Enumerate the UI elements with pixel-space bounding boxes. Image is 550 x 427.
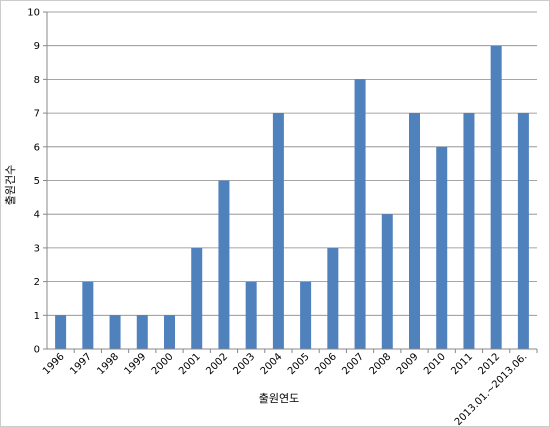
y-tick-label: 1 (34, 311, 40, 322)
y-tick-label: 5 (34, 176, 40, 187)
x-axis-title: 출원연도 (259, 392, 299, 405)
bar-10 (327, 247, 339, 349)
y-tick-label: 6 (34, 142, 40, 153)
y-tick-label: 9 (34, 41, 40, 52)
y-tick-label: 8 (34, 75, 40, 86)
bar-0 (55, 315, 67, 349)
gridlines (47, 11, 537, 316)
bar-8 (272, 113, 284, 349)
bar-16 (490, 45, 502, 349)
y-tick-label: 4 (34, 210, 40, 221)
y-axis-title: 출원건수 (4, 165, 17, 205)
y-tick-label: 7 (34, 109, 40, 120)
bar-14 (436, 146, 448, 349)
bar-11 (354, 79, 366, 350)
bar-7 (245, 281, 257, 349)
bar-15 (463, 113, 475, 349)
y-tick-label: 3 (34, 243, 40, 254)
bar-2 (109, 315, 121, 349)
y-tick-label: 0 (34, 345, 40, 356)
bar-4 (164, 315, 175, 349)
bar-17 (517, 113, 529, 349)
y-tick-label: 10 (27, 8, 40, 19)
y-tick-label: 2 (34, 277, 40, 288)
bar-5 (191, 247, 203, 349)
bar-1 (82, 281, 94, 349)
y-tick-labels: 0 1 2 3 4 5 6 7 8 9 10 (27, 8, 40, 356)
bars (55, 45, 529, 350)
axes (43, 11, 538, 353)
bar-12 (381, 214, 393, 349)
bar-9 (300, 281, 312, 349)
bar-6 (218, 180, 230, 349)
bar-3 (136, 315, 148, 349)
bar-13 (409, 113, 420, 349)
